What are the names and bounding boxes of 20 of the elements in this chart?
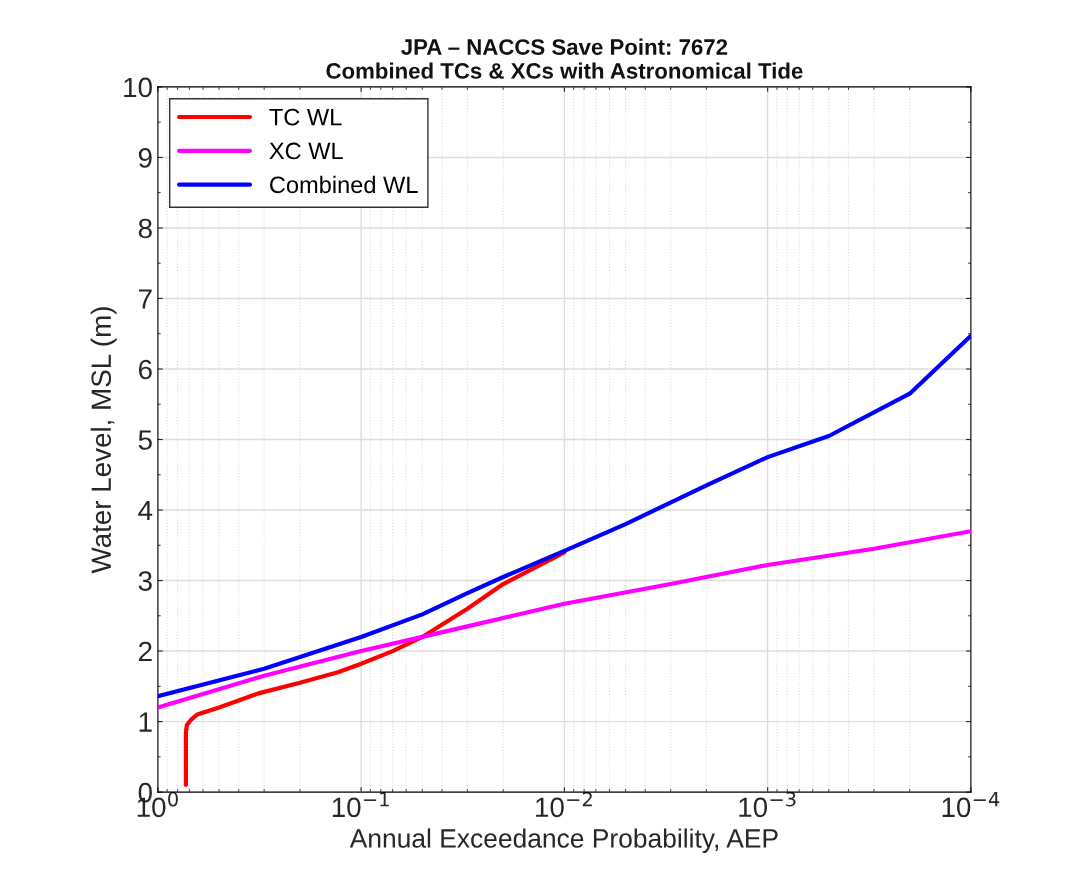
x-tick-label: 10$^{−3}$ (739, 791, 796, 818)
y-tick-label: 8 (138, 218, 152, 239)
x-axis-title: Annual Exceedance Probability, AEP (349, 828, 778, 853)
y-tick-label: 3 (138, 571, 152, 591)
y-tick-label: 1 (139, 712, 152, 732)
y-axis-title: Water Level, MSL (m) (90, 307, 117, 574)
y-tick-label: 2 (138, 641, 152, 662)
y-tick-label: 10 (124, 77, 152, 98)
legend-label: Combined WL (270, 175, 418, 194)
y-tick-label: 6 (138, 359, 152, 380)
chart-title: JPA – NACCS Save Point: 7672 Combined TCs & XCs with Astronomical Tide (326, 38, 803, 79)
y-tick-label: 9 (138, 148, 152, 168)
y-tick-label: 5 (138, 430, 152, 450)
x-tick-label: 10$^{−4}$ (942, 792, 1000, 818)
y-tick-label: 4 (138, 500, 153, 521)
legend-label: TC WL (269, 108, 342, 126)
legend-label: XC WL (269, 142, 343, 160)
x-tick-label: 10$^{−1}$ (332, 792, 389, 818)
y-tick-label: 7 (138, 289, 152, 309)
x-tick-label: 10$^{−2}$ (536, 791, 592, 818)
